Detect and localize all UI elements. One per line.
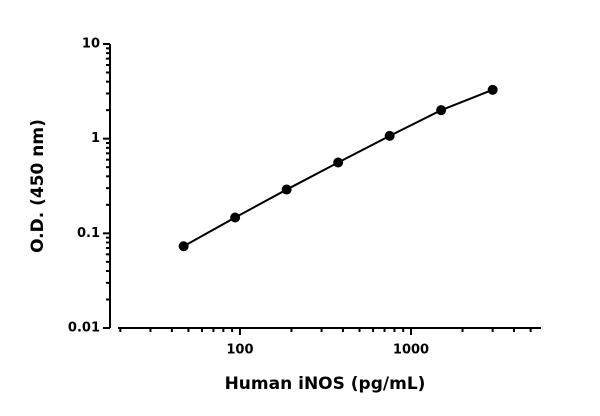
- x-axis-title: Human iNOS (pg/mL): [225, 374, 426, 394]
- y-tick-label: 10: [82, 37, 100, 52]
- y-tick-label: 0.01: [68, 321, 100, 336]
- x-tick-label: 100: [226, 343, 253, 358]
- data-line: [183, 88, 494, 248]
- x-tick-label: 1000: [393, 343, 429, 358]
- data-point: [333, 157, 344, 168]
- data-point: [487, 84, 498, 95]
- y-tick-label: 1: [91, 131, 100, 146]
- data-point: [281, 184, 292, 195]
- data-point: [230, 212, 241, 223]
- data-point: [436, 105, 447, 116]
- y-tick-label: 0.1: [77, 226, 100, 241]
- y-axis-title: O.D. (450 nm): [28, 119, 48, 253]
- data-point: [384, 130, 395, 141]
- data-point: [178, 241, 189, 252]
